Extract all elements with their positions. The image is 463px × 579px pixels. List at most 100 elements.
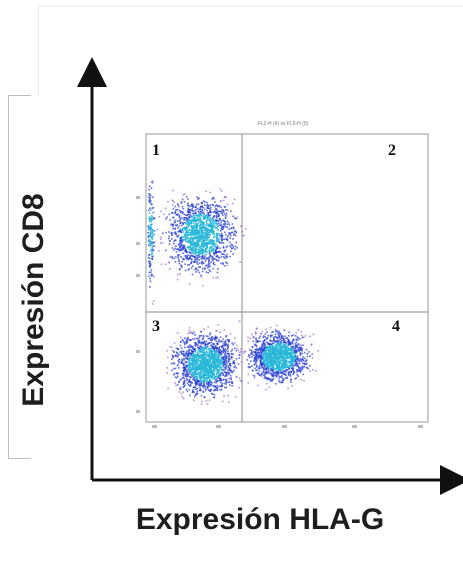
- event-dot: [194, 344, 196, 346]
- event-dot: [151, 246, 153, 249]
- event-dot: [201, 385, 204, 388]
- event-dot: [203, 351, 205, 354]
- event-dot: [281, 375, 283, 377]
- event-dot: [188, 346, 190, 349]
- event-dot: [219, 388, 221, 391]
- event-dot: [210, 345, 212, 348]
- event-dot: [255, 356, 257, 359]
- ylabel-bracket: [8, 95, 31, 459]
- event-dot: [215, 243, 217, 245]
- event-dot: [261, 343, 263, 346]
- event-dot: [177, 243, 180, 246]
- event-dot: [252, 354, 255, 357]
- event-dot: [206, 264, 208, 267]
- event-dot: [276, 336, 279, 339]
- event-dot: [263, 340, 266, 342]
- event-dot: [199, 371, 201, 374]
- y-tick-1: [136, 242, 140, 245]
- event-dot: [299, 348, 302, 350]
- event-dot: [171, 238, 173, 240]
- event-dot: [191, 350, 194, 353]
- event-dot: [278, 379, 280, 382]
- event-dot: [270, 367, 272, 369]
- event-dot: [279, 350, 282, 352]
- event-dot: [201, 252, 204, 254]
- event-dot: [186, 219, 188, 221]
- event-dot: [208, 366, 211, 369]
- event-dot: [203, 378, 205, 381]
- event-dot: [197, 239, 199, 242]
- event-dot: [190, 369, 193, 372]
- event-dot: [190, 359, 192, 362]
- event-dot: [197, 354, 199, 357]
- event-dot: [195, 242, 198, 244]
- event-dot: [199, 373, 201, 376]
- event-dot: [261, 363, 263, 366]
- event-dot: [220, 228, 223, 230]
- event-dot: [200, 334, 203, 337]
- x-tick-1: [216, 425, 221, 428]
- event-dot: [151, 215, 153, 217]
- event-dot: [229, 233, 231, 235]
- event-dot: [200, 228, 203, 231]
- event-dot: [234, 234, 237, 237]
- event-dot: [302, 344, 304, 346]
- event-dot: [272, 374, 275, 377]
- event-dot: [168, 237, 170, 240]
- event-dot: [208, 231, 211, 234]
- event-dot: [176, 208, 178, 211]
- event-dot: [229, 358, 231, 361]
- event-dot: [205, 351, 207, 353]
- event-dot: [294, 377, 297, 380]
- event-dot: [200, 360, 202, 363]
- event-dot: [232, 247, 234, 249]
- event-dot: [189, 346, 192, 349]
- event-dot: [239, 261, 241, 263]
- event-dot: [206, 385, 209, 388]
- event-dot: [199, 377, 201, 379]
- event-dot: [226, 352, 229, 355]
- event-dot: [306, 355, 309, 358]
- event-dot: [264, 363, 266, 365]
- event-dot: [289, 371, 291, 373]
- event-dot: [147, 244, 150, 246]
- event-dot: [225, 256, 228, 259]
- event-dot: [191, 205, 193, 207]
- event-dot: [209, 379, 212, 381]
- event-dot: [233, 362, 235, 364]
- event-dot: [206, 214, 208, 216]
- event-dot: [152, 300, 155, 303]
- event-dot: [203, 244, 206, 247]
- event-dot: [231, 382, 233, 385]
- event-dot: [279, 338, 282, 341]
- event-dot: [189, 385, 192, 387]
- event-dot: [185, 354, 188, 356]
- event-dot: [297, 365, 299, 367]
- event-dot: [193, 371, 196, 374]
- event-dot: [173, 351, 175, 353]
- event-dot: [225, 352, 227, 355]
- event-dot: [177, 236, 179, 238]
- event-dot: [220, 220, 222, 222]
- event-dot: [149, 228, 151, 231]
- event-dot: [208, 374, 211, 377]
- event-dot: [202, 284, 204, 287]
- event-dot: [224, 350, 227, 353]
- event-dot: [294, 350, 296, 352]
- event-dot: [191, 220, 193, 223]
- event-dot: [180, 362, 183, 364]
- event-dot: [220, 238, 223, 240]
- event-dot: [213, 364, 215, 366]
- event-dot: [217, 241, 220, 243]
- event-dot: [225, 349, 227, 351]
- event-dot: [272, 365, 275, 367]
- event-dot: [287, 344, 290, 347]
- event-dot: [175, 354, 177, 356]
- event-dot: [295, 362, 298, 364]
- event-dot: [266, 382, 268, 385]
- event-dot: [281, 357, 283, 360]
- event-dot: [216, 240, 219, 242]
- event-dot: [195, 237, 197, 239]
- event-dot: [299, 344, 302, 347]
- event-dot: [222, 263, 224, 265]
